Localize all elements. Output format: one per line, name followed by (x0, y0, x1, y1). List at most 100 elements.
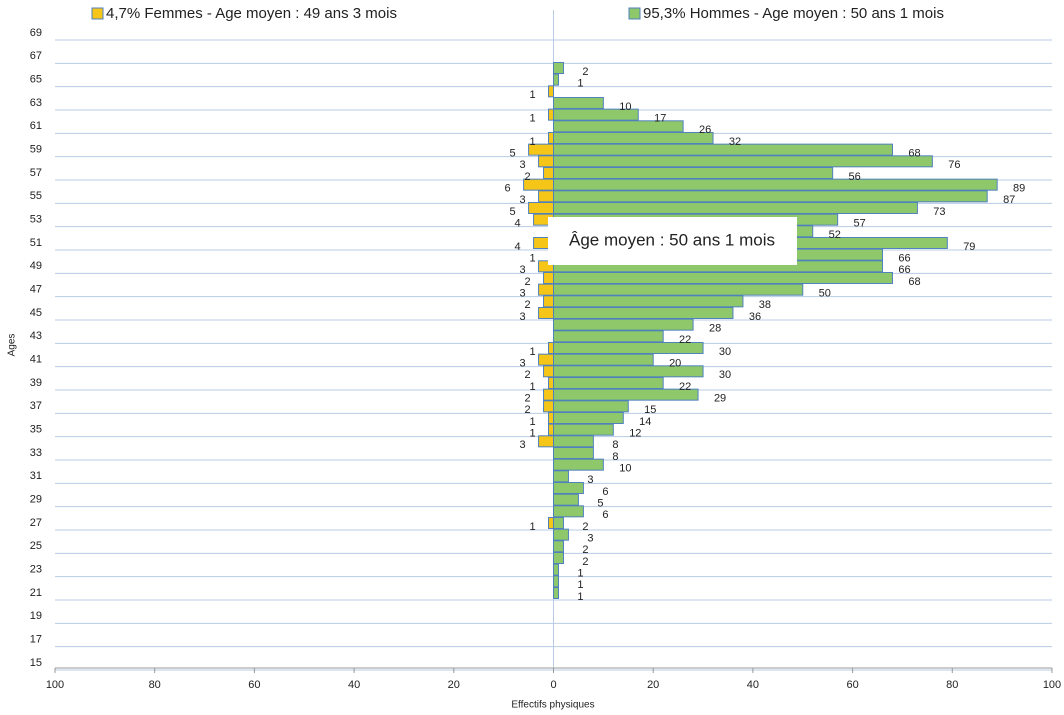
data-label: 20 (669, 358, 681, 370)
y-tick-label: 55 (30, 190, 42, 202)
bar (553, 400, 629, 413)
data-label: 3 (519, 159, 525, 171)
data-label: 14 (639, 416, 651, 428)
data-label: 52 (829, 229, 841, 241)
bar (553, 306, 734, 319)
data-label: 3 (519, 439, 525, 451)
data-label: 1 (529, 416, 535, 428)
y-tick-label: 51 (30, 237, 42, 249)
data-label: 1 (577, 591, 583, 603)
bar (553, 493, 579, 506)
bar (553, 120, 684, 133)
x-tick-label: 60 (248, 679, 260, 691)
data-label: 4 (514, 218, 520, 230)
bar (548, 131, 555, 144)
y-tick-label: 31 (30, 470, 42, 482)
data-label: 8 (612, 439, 618, 451)
y-axis-title: Ages (7, 334, 18, 357)
data-label: 1 (529, 521, 535, 533)
y-tick-label: 49 (30, 260, 42, 272)
y-tick-label: 47 (30, 284, 42, 296)
data-label: 1 (529, 113, 535, 125)
bar (548, 376, 555, 389)
data-label: 3 (519, 264, 525, 276)
bar (553, 143, 893, 156)
data-label: 5 (510, 206, 516, 218)
y-tick-label: 41 (30, 354, 42, 366)
y-tick-label: 33 (30, 447, 42, 459)
bar (553, 411, 624, 424)
data-label: 38 (759, 299, 771, 311)
y-tick-label: 53 (30, 214, 42, 226)
bar (553, 516, 564, 529)
data-label: 3 (519, 358, 525, 370)
bar (538, 190, 554, 203)
data-label: 73 (933, 206, 945, 218)
y-tick-label: 37 (30, 400, 42, 412)
bar (553, 446, 594, 459)
bar (548, 411, 555, 424)
data-label: 87 (1003, 194, 1015, 206)
bar (553, 155, 933, 168)
data-label: 30 (719, 369, 731, 381)
data-label: 1 (577, 568, 583, 580)
data-label: 36 (749, 311, 761, 323)
data-label: 3 (587, 474, 593, 486)
x-tick-label: 0 (550, 679, 556, 691)
data-label: 6 (602, 486, 608, 498)
bar (553, 365, 704, 378)
bar (548, 108, 555, 121)
bar (553, 353, 654, 366)
x-tick-label: 80 (149, 679, 161, 691)
bar (543, 365, 555, 378)
data-label: 56 (849, 171, 861, 183)
y-tick-label: 39 (30, 377, 42, 389)
data-label: 3 (519, 311, 525, 323)
data-label: 6 (602, 509, 608, 521)
data-label: 26 (699, 124, 711, 136)
data-label: 17 (654, 113, 666, 125)
data-label: 1 (529, 136, 535, 148)
y-tick-label: 23 (30, 564, 42, 576)
x-tick-label: 40 (348, 679, 360, 691)
legend-bg (625, 2, 1005, 26)
data-label: 1 (577, 579, 583, 591)
data-label: 1 (529, 89, 535, 101)
y-tick-label: 57 (30, 167, 42, 179)
bar (553, 330, 664, 343)
data-label: 89 (1013, 183, 1025, 195)
data-label: 79 (963, 241, 975, 253)
bar (548, 516, 555, 529)
data-label: 68 (908, 276, 920, 288)
bar (538, 306, 554, 319)
data-label: 2 (524, 404, 530, 416)
bar (553, 73, 559, 86)
y-tick-label: 35 (30, 424, 42, 436)
data-label: 2 (582, 66, 588, 78)
data-label: 1 (529, 253, 535, 265)
bar (553, 435, 594, 448)
x-tick-label: 80 (946, 679, 958, 691)
bar (538, 155, 554, 168)
bar (553, 528, 569, 541)
data-label: 2 (582, 521, 588, 533)
x-tick-label: 20 (647, 679, 659, 691)
data-label: 68 (908, 148, 920, 160)
y-tick-label: 15 (30, 657, 42, 669)
bar (528, 201, 555, 214)
bar (543, 295, 555, 308)
bar (553, 458, 604, 471)
bar (553, 575, 559, 588)
bar (553, 318, 694, 331)
y-tick-label: 17 (30, 634, 42, 646)
data-label: 66 (898, 264, 910, 276)
bar (538, 353, 554, 366)
bar (553, 470, 569, 483)
x-tick-label: 20 (448, 679, 460, 691)
data-label: 1 (529, 428, 535, 440)
bar (548, 423, 555, 436)
data-label: 2 (582, 556, 588, 568)
y-tick-label: 63 (30, 97, 42, 109)
bar (553, 131, 714, 144)
